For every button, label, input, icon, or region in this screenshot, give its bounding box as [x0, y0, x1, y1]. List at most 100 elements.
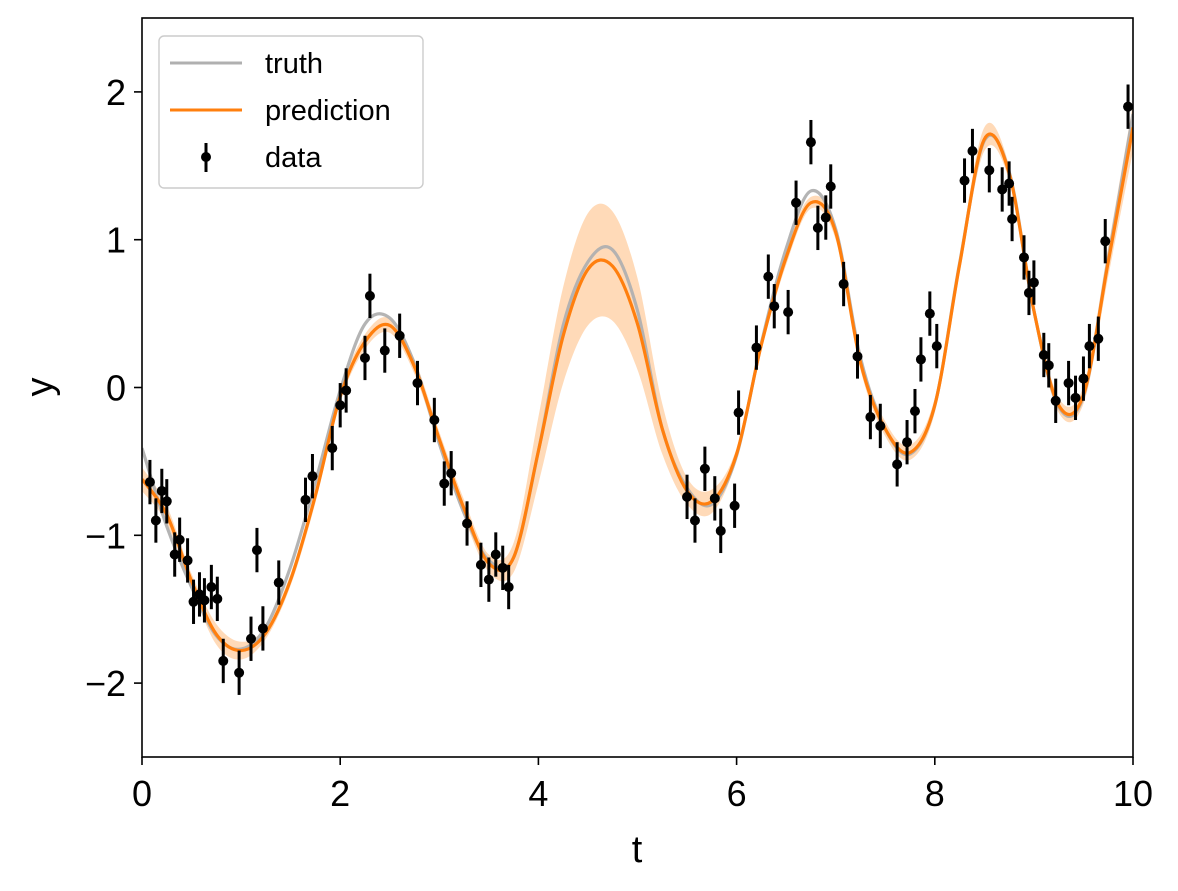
data-point [915, 354, 926, 365]
data-point [852, 351, 863, 362]
legend-label-truth: truth [265, 48, 323, 80]
data-point [174, 534, 185, 545]
line-layer [142, 113, 1133, 653]
data-point [715, 525, 726, 536]
data-point [412, 378, 423, 389]
x-tick-label: 4 [528, 773, 548, 814]
data-point [751, 342, 762, 353]
data-point [446, 468, 457, 479]
data-point [341, 385, 352, 396]
data-point [909, 406, 920, 417]
data-point [1100, 236, 1111, 247]
legend-label-prediction: prediction [265, 95, 391, 127]
y-tick-label: 0 [106, 368, 126, 409]
data-point [273, 577, 284, 588]
data-point [865, 412, 876, 423]
data-point [1007, 214, 1018, 225]
x-axis-title: t [632, 829, 643, 871]
data-point [429, 415, 440, 426]
data-point [188, 596, 199, 607]
data-point [689, 515, 700, 526]
data-point [1018, 252, 1029, 263]
series-line-truth [142, 113, 1133, 651]
data-point [475, 559, 486, 570]
data-point [503, 582, 514, 593]
x-tick-label: 8 [925, 773, 945, 814]
data-point [875, 420, 886, 431]
data-point [924, 308, 935, 319]
data-point [699, 463, 710, 474]
y-tick-label: −1 [85, 515, 126, 556]
legend-swatch-data-marker [201, 152, 211, 162]
x-tick-label: 0 [132, 773, 152, 814]
data-point [156, 485, 167, 496]
data-point [364, 290, 375, 301]
data-point [1023, 287, 1034, 298]
data-point [1078, 373, 1089, 384]
data-point [967, 146, 978, 157]
y-axis-ticks: −2 −1 0 1 2 [85, 72, 142, 704]
data-point [931, 341, 942, 352]
data-point [984, 165, 995, 176]
data-point [1028, 277, 1039, 288]
data-point [1084, 341, 1095, 352]
data-point [812, 222, 823, 233]
data-point [490, 549, 501, 560]
series-line-prediction [142, 127, 1133, 653]
data-point [1093, 333, 1104, 344]
data-point [199, 595, 210, 606]
data-point [1038, 349, 1049, 360]
data-point [246, 633, 257, 644]
data-point [763, 271, 774, 282]
data-point [169, 549, 180, 560]
data-point [1004, 178, 1015, 189]
data-point [733, 407, 744, 418]
data-point [783, 307, 794, 318]
data-point [206, 582, 217, 593]
data-point [218, 655, 229, 666]
data-point [1050, 395, 1061, 406]
x-axis-ticks: 0 2 4 6 8 10 [132, 757, 1153, 814]
data-point [1063, 378, 1074, 389]
data-point [497, 562, 508, 573]
y-axis-title: y [19, 378, 61, 397]
data-point [359, 352, 370, 363]
data-point [212, 593, 223, 604]
data-point [251, 545, 262, 556]
data-point [327, 443, 338, 454]
data-point [838, 279, 849, 290]
x-tick-label: 6 [727, 773, 747, 814]
data-point [1043, 360, 1054, 371]
data-point [997, 184, 1008, 195]
x-tick-label: 2 [330, 773, 350, 814]
data-point [144, 477, 155, 488]
data-point [682, 491, 693, 502]
data-point [892, 459, 903, 470]
data-point [959, 175, 970, 186]
data-point [150, 515, 161, 526]
data-point [709, 493, 720, 504]
data-point [820, 212, 831, 223]
data-point [335, 400, 346, 411]
data-point [161, 496, 172, 507]
data-point [1070, 392, 1081, 403]
data-point [805, 137, 816, 148]
legend-label-data: data [265, 142, 322, 174]
data-point [379, 345, 390, 356]
data-point [462, 518, 473, 529]
y-tick-label: −2 [85, 663, 126, 704]
legend: truth prediction data [158, 35, 424, 189]
data-point [439, 478, 450, 489]
data-point [902, 437, 913, 448]
x-tick-label: 10 [1113, 773, 1153, 814]
data-point [1123, 101, 1134, 112]
data-point [182, 555, 193, 566]
data-point [769, 301, 780, 312]
data-point [825, 181, 836, 192]
y-tick-label: 1 [106, 220, 126, 261]
y-tick-label: 2 [106, 72, 126, 113]
data-point [791, 197, 802, 208]
data-points [144, 84, 1134, 695]
data-point [234, 667, 245, 678]
